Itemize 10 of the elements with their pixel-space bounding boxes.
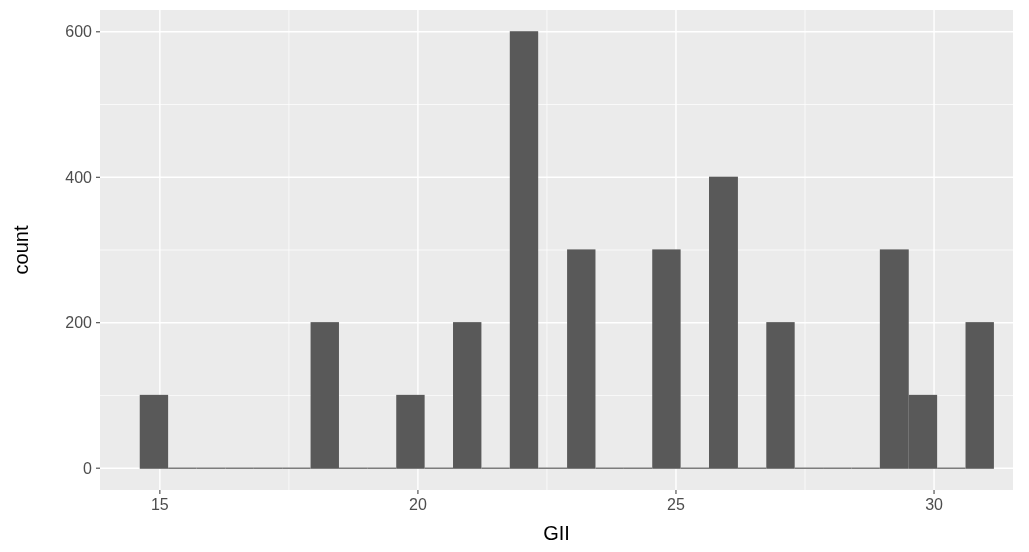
x-tick-label: 30 bbox=[925, 496, 944, 513]
y-tick-label: 600 bbox=[65, 23, 93, 41]
x-tick-label: 25 bbox=[667, 496, 685, 513]
y-tick-label: 200 bbox=[65, 314, 93, 332]
y-tick-label: 400 bbox=[65, 168, 93, 186]
x-tick-label: 15 bbox=[150, 496, 169, 513]
x-axis-title: GII bbox=[543, 522, 570, 544]
y-tick-label: 0 bbox=[83, 459, 93, 477]
y-axis-title: count bbox=[10, 225, 32, 275]
x-tick-label: 20 bbox=[409, 496, 427, 513]
